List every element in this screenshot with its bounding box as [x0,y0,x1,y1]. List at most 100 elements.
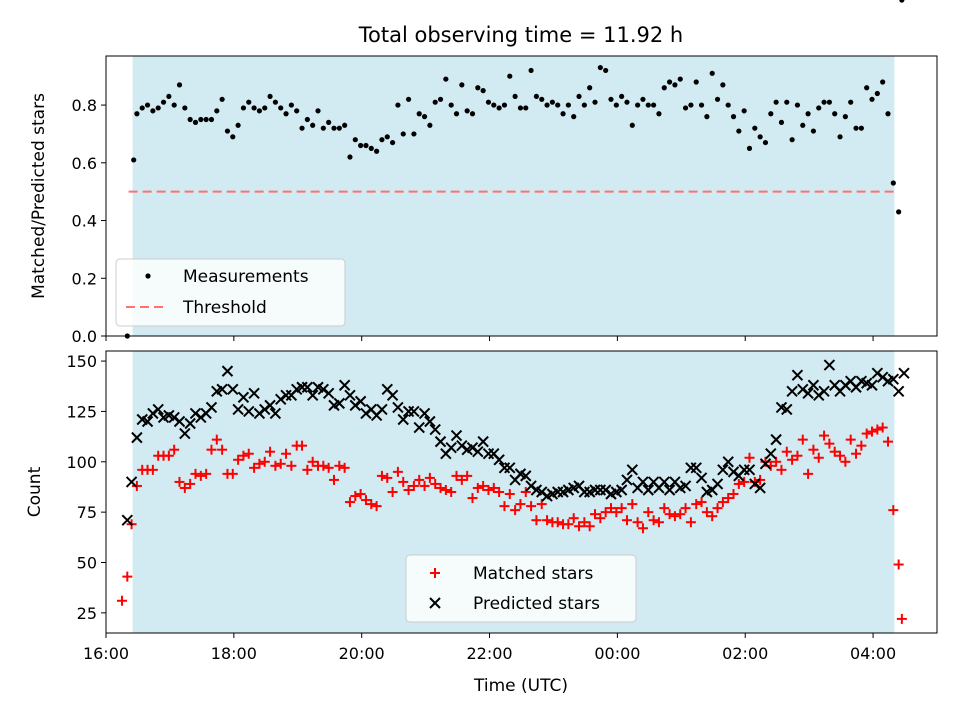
measurement-point [682,105,689,111]
matched-star-point [307,456,318,467]
measurement-point [144,102,151,108]
predicted-star-point [679,480,692,492]
measurement-point [198,116,204,123]
matched-star-point [243,448,254,459]
predicted-star-point [386,389,399,402]
matched-star-point [211,434,222,445]
measurement-point [810,128,817,134]
measurement-point [219,96,225,102]
matched-star-point [302,464,313,475]
bottom-legend-box [405,554,637,623]
measurement-point [896,209,902,215]
matched-star-point [637,523,648,534]
measurement-point [730,114,737,120]
predicted-star-point [637,476,649,488]
predicted-star-point [248,387,260,400]
matched-star-point [781,446,792,457]
measurement-point [374,148,380,154]
measurement-point [411,131,417,137]
measurement-point [778,119,785,125]
matched-star-point [728,489,739,500]
ytick-label: 0.6 [72,154,97,173]
matched-star-point [414,474,425,485]
matched-star-point [856,440,867,451]
measurement-point [890,180,896,186]
matched-star-point [408,480,419,491]
matched-star-point [861,428,872,439]
matched-star-point [829,446,840,457]
ytick-label: 0.8 [72,96,97,115]
ytick-label: 0.4 [72,212,97,231]
predicted-star-point [781,403,793,416]
measurement-point [294,108,300,114]
matched-star-point [339,462,350,473]
measurement-point [624,99,630,105]
measurement-point [176,82,183,88]
measurement-point [597,64,603,71]
measurement-point [256,108,263,114]
measurement-point [342,122,348,128]
matched-star-point [227,468,238,479]
measurement-point [480,88,486,94]
measurement-point [134,111,140,117]
matched-star-point [281,448,292,459]
measurement-point [746,145,753,151]
matched-star-point [259,456,270,467]
matched-star-point [685,517,696,528]
xtick-label: 00:00 [594,644,640,663]
legend-plus [430,568,440,578]
matched-star-point [643,507,654,518]
predicted-star-point [690,462,702,474]
matched-star-point [275,458,286,469]
matched-star-point [494,487,505,497]
matched-star-point [659,503,670,514]
predicted-star-point [823,359,836,371]
measurement-point [331,125,337,131]
matched-star-point [882,436,893,447]
measurement-point [262,105,268,111]
measurement-point [752,125,758,131]
measurement-point [672,82,678,88]
matched-star-point [531,515,542,526]
x-axis-label: Time (UTC) [473,676,568,696]
measurement-point [304,116,310,123]
predicted-star-point [125,476,138,488]
predicted-star-point [344,389,356,402]
measurement-point [629,122,635,128]
predicted-star-point [520,470,532,482]
measurement-point [826,99,832,105]
matched-star-point [195,470,206,481]
predicted-star-point [658,476,670,488]
measurement-point [837,134,843,140]
matched-star-point [621,515,632,526]
measurement-point [389,139,396,146]
predicted-star-point [818,385,830,397]
measurement-point [512,93,518,100]
ytick-label: 125 [66,402,97,421]
matched-star-point [712,503,723,514]
matched-star-point [664,509,675,520]
measurement-point [880,79,886,85]
xtick-label: 02:00 [722,644,768,663]
measurement-point [736,128,742,134]
predicted-star-point [264,399,276,412]
predicted-star-point [770,433,782,446]
predicted-star-point [243,405,255,418]
measurement-point [816,105,822,111]
predicted-star-point [184,417,196,430]
matched-star-point [440,484,451,495]
ytick-label: 75 [77,503,97,522]
matched-star-point [116,595,127,606]
matched-star-point [669,511,680,522]
predicted-star-point [504,462,516,474]
measurement-point [358,142,364,149]
predicted-star-point [221,365,234,377]
ytick-label: 0.2 [72,269,97,288]
measurement-point [139,105,145,111]
matched-star-point [392,466,403,477]
matched-star-point [845,434,856,445]
measurement-point [166,93,172,100]
predicted-star-point [892,385,905,397]
matched-star-point [366,499,377,510]
predicted-star-point [306,389,319,402]
